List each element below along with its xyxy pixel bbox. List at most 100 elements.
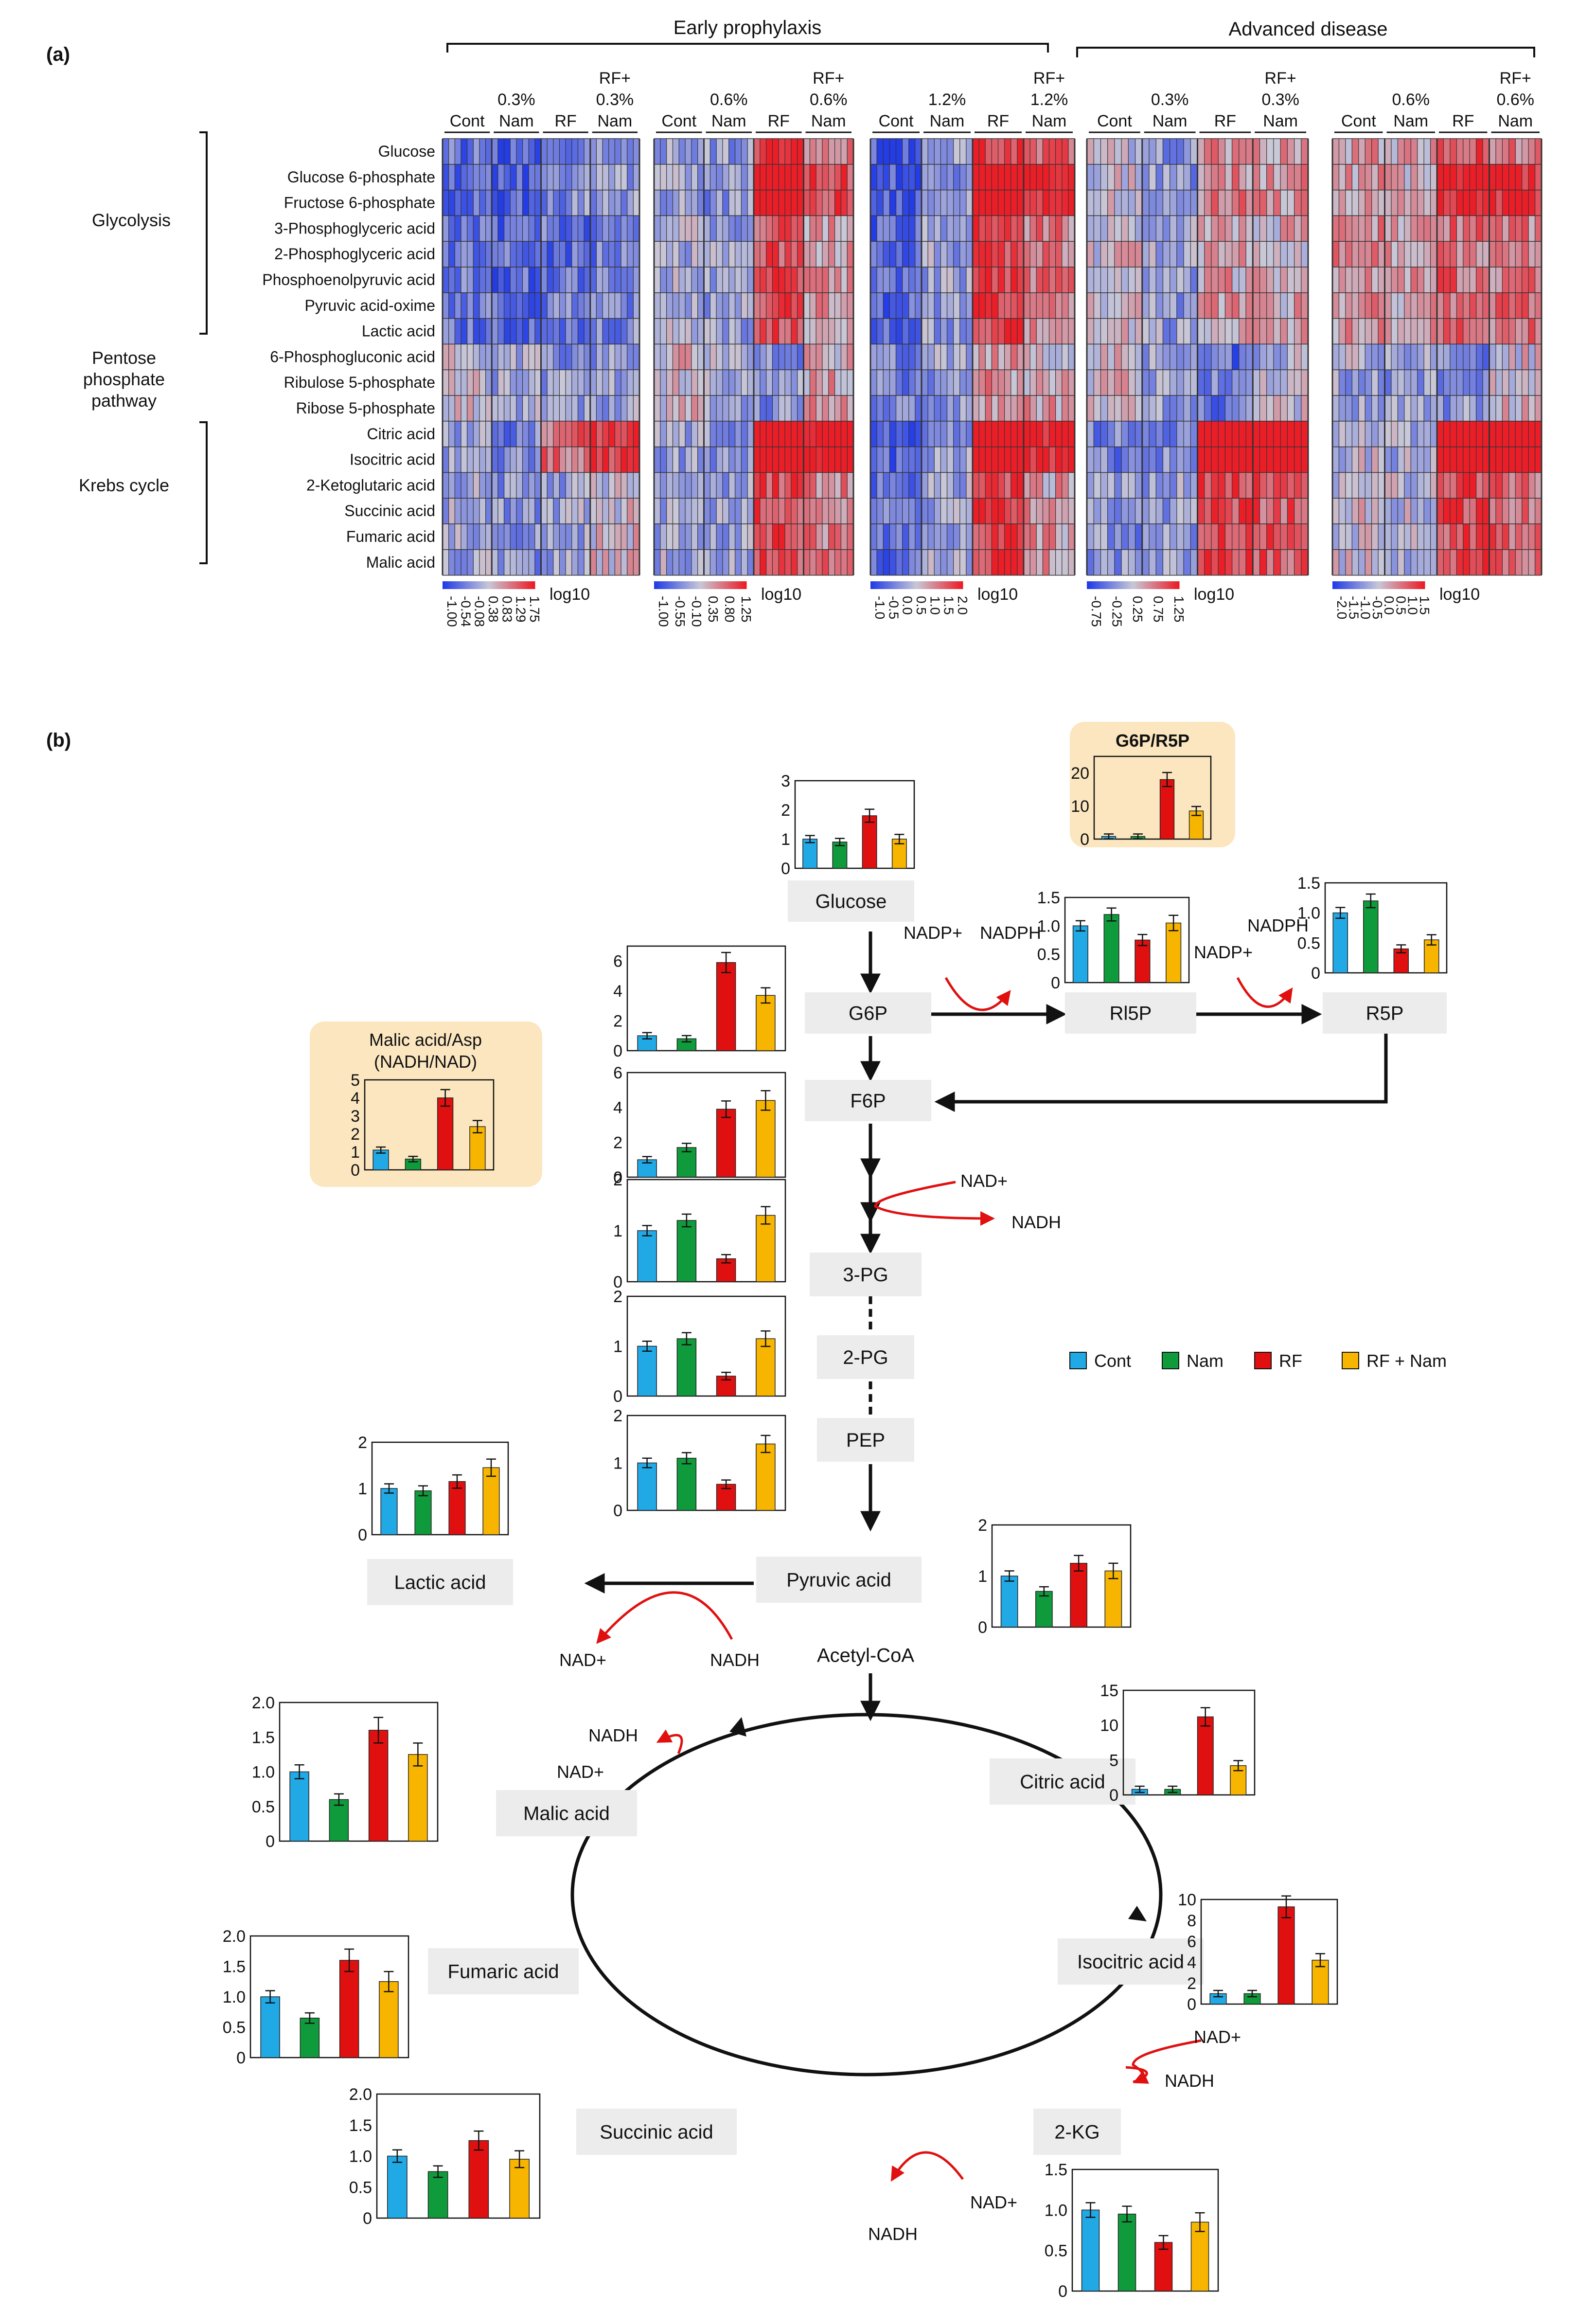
heatmap-cell [1384, 421, 1392, 447]
heatmap-cell [979, 472, 986, 499]
heatmap-cell [516, 524, 523, 550]
heatmap-cell [896, 139, 903, 165]
heatmap-cell [1163, 215, 1170, 242]
chart-tick-label: 0.5 [1045, 2242, 1067, 2260]
heatmap-cell [571, 164, 578, 190]
heatmap-cell [934, 447, 941, 473]
heatmap-cell [1294, 549, 1302, 575]
heatmap-cell [1358, 421, 1365, 447]
heatmap-cell [685, 395, 692, 422]
color-scale-unit: log10 [761, 585, 801, 604]
heatmap-cell [722, 498, 729, 524]
heatmap-cell [772, 215, 779, 242]
heatmap-cell [947, 549, 954, 575]
heatmap-cell [621, 241, 627, 268]
heatmap-cell [1135, 164, 1143, 190]
node-label: Fumaric acid [448, 1961, 559, 1983]
heatmap-col-label: RF [987, 112, 1009, 130]
heatmap-cell [1280, 524, 1288, 550]
chart-bar-rf [1154, 2242, 1173, 2292]
heatmap-cell [559, 139, 566, 165]
heatmap-cell [841, 370, 848, 396]
heatmap-cell [571, 139, 578, 165]
heatmap-cell [1121, 447, 1129, 473]
heatmap-cell [1483, 215, 1490, 242]
heatmap-cell [1443, 472, 1451, 499]
group-bracket-advanced: Advanced disease [1076, 18, 1535, 57]
heatmap-cell [547, 447, 554, 473]
heatmap-cell [553, 215, 560, 242]
heatmap-cell [940, 395, 947, 422]
heatmap-cell [584, 549, 591, 575]
heatmap-cell [633, 215, 640, 242]
heatmap-cell [883, 447, 890, 473]
heatmap-cell [504, 421, 511, 447]
heatmap-cell [889, 524, 896, 550]
node-box [805, 992, 931, 1034]
heatmap-cell [1266, 190, 1274, 216]
heatmap-cell [596, 267, 603, 293]
heatmap-cell [1483, 472, 1490, 499]
heatmap-cell [603, 447, 609, 473]
heatmap-cell [1294, 472, 1302, 499]
heatmap-cell [1470, 498, 1476, 524]
heatmap-cell [1204, 344, 1212, 370]
heatmap-cell [1253, 395, 1260, 422]
heatmap-cell [1424, 472, 1431, 499]
color-scale-step [1413, 581, 1416, 589]
heatmap-cell [810, 318, 816, 344]
heatmap-cell [541, 447, 548, 473]
heatmap-cell [608, 395, 615, 422]
heatmap-cell [1197, 549, 1205, 575]
heatmap-cell [1259, 190, 1267, 216]
heatmap-cell [992, 215, 998, 242]
heatmap-cell [928, 164, 935, 190]
heatmap-cell [1121, 344, 1129, 370]
heatmap-cell [1301, 498, 1309, 524]
heatmap-cell [797, 370, 804, 396]
cofactor-nad-glycolysis: NAD+ [960, 1171, 1008, 1191]
heatmap-cell [1204, 421, 1212, 447]
heatmap-cell [1515, 549, 1522, 575]
heatmap-cell [1287, 498, 1295, 524]
heatmap-cell [1225, 421, 1232, 447]
heatmap-cell [1036, 215, 1043, 242]
color-scale-step [700, 581, 703, 589]
heatmap-cell [1246, 318, 1253, 344]
color-scale-step [1091, 581, 1094, 589]
heatmap-cell [915, 472, 922, 499]
node-box [756, 1557, 922, 1603]
color-scale-step [449, 581, 452, 589]
heatmap-cell [940, 447, 947, 473]
heatmap-cell [1190, 421, 1198, 447]
heatmap-cell [922, 318, 928, 344]
heatmap-cell [1239, 344, 1246, 370]
heatmap-cell [1358, 267, 1365, 293]
heatmap-cell [467, 370, 474, 396]
heatmap-cell [760, 241, 766, 268]
heatmap-cell [722, 395, 729, 422]
heatmap-cell [566, 164, 572, 190]
heatmap-cell [822, 370, 829, 396]
heatmap-cell [534, 292, 541, 319]
heatmap-cell [1528, 447, 1535, 473]
chart-tick-label: 1.5 [349, 2116, 372, 2135]
heatmap-cell [766, 370, 773, 396]
heatmap-cell [691, 344, 698, 370]
heatmap-cell [1062, 139, 1069, 165]
heatmap-cell [1011, 267, 1018, 293]
heatmap-cell [1528, 344, 1535, 370]
heatmap-cell [691, 421, 698, 447]
heatmap-cell [959, 241, 967, 268]
color-scale-step [1158, 581, 1161, 589]
heatmap-cell [473, 190, 480, 216]
chart-tick-label: 4 [351, 1089, 360, 1108]
heatmap-cell [1062, 241, 1069, 268]
color-scale-step [891, 581, 894, 589]
heatmap-cell [1114, 472, 1122, 499]
heatmap-cell [1508, 344, 1516, 370]
heatmap-cell [1280, 370, 1288, 396]
chart-tick-label: 2 [613, 1133, 622, 1152]
heatmap-cell [779, 395, 785, 422]
heatmap-cell [1094, 267, 1101, 293]
